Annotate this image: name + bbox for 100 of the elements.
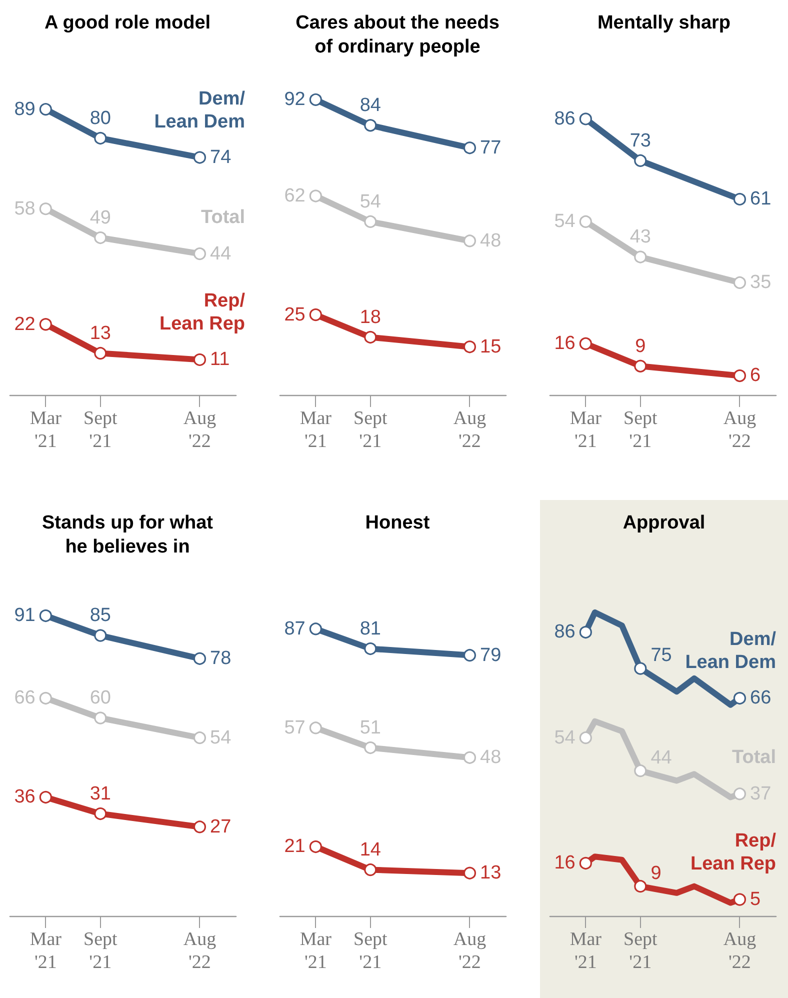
data-label: 73 — [630, 130, 651, 152]
data-label: 9 — [650, 862, 662, 884]
point — [309, 722, 322, 734]
point — [634, 662, 647, 675]
data-label: 85 — [90, 605, 111, 626]
data-label: 49 — [90, 207, 111, 228]
data-label: 25 — [284, 304, 306, 326]
point — [634, 360, 647, 372]
point — [94, 807, 107, 820]
point — [94, 712, 107, 724]
data-label: 5 — [750, 889, 761, 910]
chart-title: Stands up for what he believes in — [42, 512, 214, 558]
point — [39, 692, 52, 704]
data-label: 18 — [360, 306, 381, 328]
data-label: 48 — [480, 747, 502, 768]
x-tick-label: Sept '21 — [84, 929, 118, 973]
data-label: 16 — [554, 333, 576, 354]
x-tick-label: Aug '22 — [453, 408, 487, 452]
data-label: 58 — [14, 198, 36, 220]
point — [733, 893, 746, 906]
point — [364, 864, 377, 876]
data-label: 9 — [635, 336, 646, 357]
x-tick-label: Mar '21 — [30, 408, 62, 452]
data-label: 86 — [554, 108, 576, 130]
point — [364, 330, 377, 344]
point — [463, 866, 476, 880]
point — [309, 190, 322, 202]
data-label: 87 — [284, 618, 306, 640]
data-label: 91 — [14, 605, 36, 626]
series-label: Total — [201, 206, 245, 228]
point — [733, 192, 746, 206]
point — [733, 369, 746, 382]
x-tick-label: Sept '21 — [354, 929, 388, 973]
point — [733, 788, 746, 800]
data-label: 92 — [284, 89, 306, 110]
data-label: 16 — [554, 852, 576, 874]
data-label: 77 — [480, 137, 502, 158]
point — [193, 820, 206, 834]
data-label: 13 — [480, 862, 502, 884]
point — [463, 751, 476, 764]
x-tick-label: Mar '21 — [300, 929, 332, 973]
point — [39, 790, 52, 804]
point — [309, 93, 322, 106]
data-label: 54 — [360, 191, 382, 212]
series-label: Dem/ Lean Dem — [154, 88, 246, 132]
point — [579, 112, 592, 126]
point — [39, 202, 52, 216]
data-label: 44 — [210, 243, 232, 264]
data-label: 80 — [90, 108, 111, 129]
x-tick-label: Aug '22 — [723, 929, 757, 973]
point — [579, 215, 592, 228]
point — [733, 692, 746, 704]
x-tick-label: Mar '21 — [30, 929, 62, 973]
data-label: 79 — [480, 644, 502, 666]
data-label: 6 — [750, 365, 761, 386]
point — [463, 142, 476, 154]
chart-title: Honest — [365, 512, 430, 534]
point — [579, 856, 592, 870]
data-label: 13 — [90, 322, 111, 344]
point — [634, 154, 647, 167]
x-tick-label: Mar '21 — [570, 929, 602, 973]
series-label: Rep/ Lean Rep — [690, 830, 777, 874]
data-label: 15 — [480, 336, 502, 358]
x-tick-label: Aug '22 — [183, 929, 217, 973]
x-tick-label: Aug '22 — [183, 408, 217, 452]
data-label: 61 — [750, 188, 772, 210]
point — [364, 215, 377, 228]
data-label: 89 — [14, 98, 36, 120]
point — [39, 609, 52, 622]
point — [193, 732, 206, 744]
point — [94, 629, 107, 642]
point — [364, 119, 377, 132]
data-label: 81 — [360, 618, 381, 640]
chart-title: Approval — [622, 512, 706, 534]
data-label: 57 — [284, 717, 306, 738]
chart-title: Cares about the needs of ordinary people — [296, 12, 500, 58]
data-label: 22 — [14, 314, 36, 335]
data-label: 78 — [210, 648, 232, 670]
point — [193, 151, 206, 164]
point — [193, 247, 206, 260]
point — [463, 340, 476, 354]
chart-title: Mentally sharp — [597, 12, 731, 34]
data-label: 51 — [360, 717, 381, 738]
point — [733, 276, 746, 289]
x-tick-label: Mar '21 — [300, 408, 332, 452]
point — [579, 732, 592, 744]
chart-title: A good role model — [44, 12, 211, 34]
point — [463, 234, 476, 248]
data-label: 43 — [630, 226, 651, 248]
data-label: 86 — [554, 622, 576, 643]
point — [634, 880, 647, 893]
point — [94, 346, 107, 360]
data-label: 54 — [210, 727, 232, 748]
x-tick-label: Sept '21 — [354, 408, 388, 452]
point — [463, 649, 476, 662]
point — [309, 840, 322, 853]
point — [39, 103, 52, 116]
data-label: 62 — [284, 185, 306, 206]
point — [193, 652, 206, 665]
point — [193, 353, 206, 366]
